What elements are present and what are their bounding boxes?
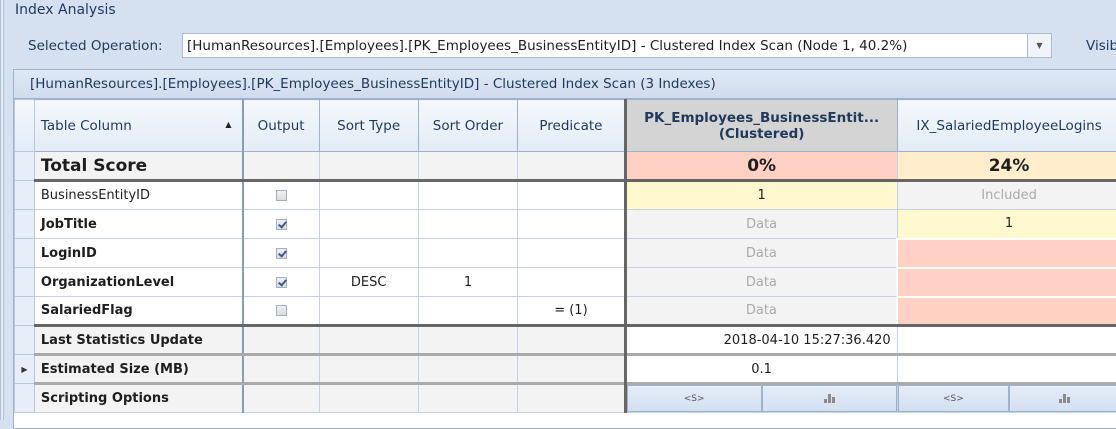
selected-operation-combo[interactable]: [HumanResources].[Employees].[PK_Employe…: [182, 33, 1052, 58]
table-row[interactable]: OrganizationLevel DESC 1 Data: [15, 268, 1116, 297]
row-indicator[interactable]: [15, 239, 35, 268]
column-header-sort-order[interactable]: Sort Order: [418, 100, 518, 152]
est-size-index-pk: 0.1: [625, 355, 897, 384]
script-index-ix-button[interactable]: <S>: [898, 385, 1009, 412]
last-statistics-row: Last Statistics Update 2018-04-10 15:27:…: [15, 326, 1116, 355]
panel-header: [HumanResources].[Employees].[PK_Employe…: [14, 70, 1116, 99]
column-header-index-pk[interactable]: PK_Employees_BusinessEntit... (Clustered…: [625, 100, 897, 152]
output-checkbox[interactable]: [276, 277, 287, 288]
table-row[interactable]: BusinessEntityID 1 Included: [15, 181, 1116, 210]
predicate-cell: [518, 268, 625, 297]
column-name: OrganizationLevel: [34, 268, 242, 297]
index-pk-cell: 1: [625, 181, 897, 210]
index-pk-cell: Data: [625, 297, 897, 326]
output-checkbox[interactable]: [276, 190, 287, 201]
output-checkbox[interactable]: [276, 219, 287, 230]
column-name: LoginID: [34, 239, 242, 268]
visible-label: Visib: [1086, 38, 1116, 54]
sort-order-cell[interactable]: [418, 181, 518, 210]
sort-order-cell[interactable]: [418, 210, 518, 239]
sort-type-cell[interactable]: [319, 181, 418, 210]
row-indicator[interactable]: [15, 297, 35, 326]
index-ix-cell: 1: [897, 210, 1116, 239]
row-label: Last Statistics Update: [34, 326, 242, 355]
column-name: JobTitle: [34, 210, 242, 239]
selected-operation-label: Selected Operation:: [28, 38, 163, 54]
index-ix-cell: [897, 239, 1116, 268]
selected-operation-value: [HumanResources].[Employees].[PK_Employe…: [183, 38, 1027, 54]
sort-type-cell[interactable]: [319, 210, 418, 239]
index-ix-cell: [897, 297, 1116, 326]
total-score-row: Total Score 0% 24%: [15, 152, 1116, 181]
last-stats-index-ix: [897, 326, 1116, 355]
window-left-border: [0, 0, 5, 420]
grid-header-row: Table Column ▲ Output Sort Type Sort Ord…: [15, 100, 1116, 152]
output-checkbox[interactable]: [276, 248, 287, 259]
output-checkbox[interactable]: [276, 305, 287, 316]
bar-chart-icon: [824, 394, 835, 403]
column-header-table-column[interactable]: Table Column ▲: [34, 100, 242, 152]
row-indicator[interactable]: [15, 181, 35, 210]
sort-order-cell[interactable]: [418, 297, 518, 326]
column-name: BusinessEntityID: [34, 181, 242, 210]
index-ix-cell: Included: [897, 181, 1116, 210]
score-index-ix: 24%: [897, 152, 1116, 181]
sort-type-cell[interactable]: DESC: [319, 268, 418, 297]
current-row-indicator-icon: ▶: [15, 355, 35, 384]
index-pk-cell: Data: [625, 210, 897, 239]
column-header-predicate[interactable]: Predicate: [518, 100, 625, 152]
row-label: Total Score: [34, 152, 242, 181]
script-icon: <S>: [684, 394, 705, 404]
index-pk-cell: Data: [625, 268, 897, 297]
sort-ascending-icon: ▲: [225, 120, 231, 129]
column-header-sort-type[interactable]: Sort Type: [319, 100, 418, 152]
column-header-index-ix[interactable]: IX_SalariedEmployeeLogins: [897, 100, 1116, 152]
bar-chart-icon: [1059, 394, 1070, 403]
predicate-cell: [518, 210, 625, 239]
estimated-size-row: ▶ Estimated Size (MB) 0.1: [15, 355, 1116, 384]
score-index-pk: 0%: [625, 152, 897, 181]
table-row[interactable]: SalariedFlag = (1) Data: [15, 297, 1116, 326]
predicate-cell: [518, 181, 625, 210]
row-indicator: [15, 152, 35, 181]
sort-type-cell[interactable]: [319, 297, 418, 326]
row-label: Scripting Options: [34, 384, 242, 413]
chevron-down-icon[interactable]: ▼: [1027, 34, 1051, 57]
sort-type-cell[interactable]: [319, 239, 418, 268]
sort-order-cell[interactable]: [418, 239, 518, 268]
row-indicator-header: [15, 100, 35, 152]
row-indicator: [15, 384, 35, 413]
column-header-output[interactable]: Output: [243, 100, 320, 152]
index-pk-cell: Data: [625, 239, 897, 268]
row-indicator: [15, 326, 35, 355]
est-size-index-ix: [897, 355, 1116, 384]
script-icon: <S>: [943, 394, 964, 404]
predicate-cell: = (1): [518, 297, 625, 326]
sort-order-cell[interactable]: 1: [418, 268, 518, 297]
statistics-index-ix-button[interactable]: [1009, 385, 1116, 412]
table-row[interactable]: JobTitle Data 1: [15, 210, 1116, 239]
window-title: Index Analysis: [15, 2, 116, 18]
index-grid: Table Column ▲ Output Sort Type Sort Ord…: [14, 99, 1116, 413]
header-label: Table Column: [41, 118, 132, 134]
predicate-cell: [518, 239, 625, 268]
index-analysis-panel: [HumanResources].[Employees].[PK_Employe…: [13, 69, 1116, 429]
row-indicator[interactable]: [15, 268, 35, 297]
row-label: Estimated Size (MB): [34, 355, 242, 384]
row-indicator[interactable]: [15, 210, 35, 239]
index-type: (Clustered): [633, 126, 891, 142]
script-index-pk-button[interactable]: <S>: [627, 385, 762, 412]
scripting-options-row: Scripting Options <S> <S>: [15, 384, 1116, 413]
last-stats-index-pk: 2018-04-10 15:27:36.420: [625, 326, 897, 355]
column-name: SalariedFlag: [34, 297, 242, 326]
index-ix-cell: [897, 268, 1116, 297]
statistics-index-pk-button[interactable]: [762, 385, 897, 412]
index-name: PK_Employees_BusinessEntit...: [633, 110, 891, 126]
table-row[interactable]: LoginID Data: [15, 239, 1116, 268]
